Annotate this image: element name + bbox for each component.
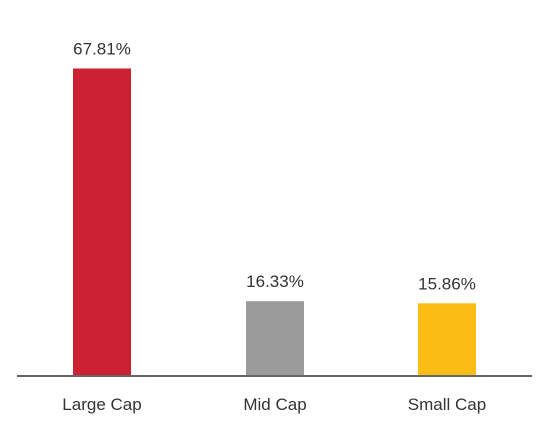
tick-label-large-cap: Large Cap [62,395,141,414]
bars-group [73,68,476,375]
tick-label-small-cap: Small Cap [408,395,486,414]
data-label-mid-cap: 16.33% [246,272,304,291]
bar-mid-cap [246,301,304,375]
data-label-large-cap: 67.81% [73,39,131,58]
bar-small-cap [418,303,476,375]
data-labels-group: 67.81% 16.33% 15.86% [73,39,476,293]
tick-label-mid-cap: Mid Cap [243,395,306,414]
data-label-small-cap: 15.86% [418,274,476,293]
tick-labels-group: Large Cap Mid Cap Small Cap [62,395,486,414]
bar-large-cap [73,68,131,375]
